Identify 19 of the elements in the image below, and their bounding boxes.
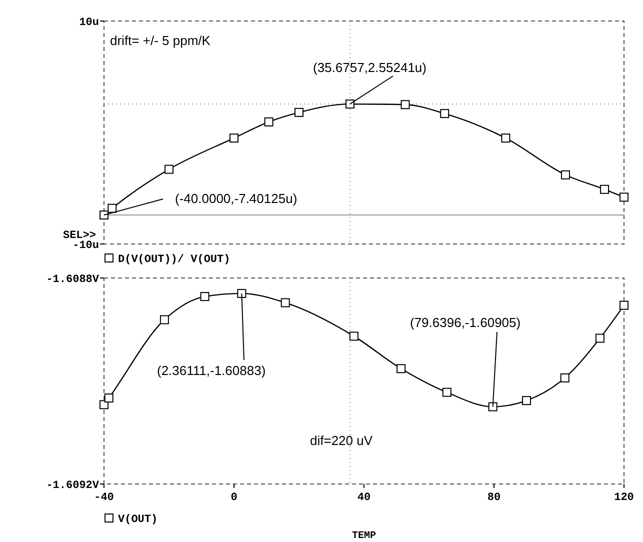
x-tick-label: 0: [230, 492, 238, 504]
annotation: (35.6757,2.55241u): [313, 60, 426, 75]
annotation: (79.6396,-1.60905): [410, 315, 521, 330]
x-axis-title: TEMP: [352, 531, 376, 542]
x-tick-label: 120: [614, 492, 634, 504]
annotation: dif=220 uV: [310, 433, 373, 448]
x-tick-label: 80: [487, 492, 501, 504]
y-tick-label: -10u: [72, 240, 99, 252]
x-tick-label: 40: [357, 492, 371, 504]
y-tick-label: -1.6092V: [46, 480, 100, 492]
annotation: drift= +/- 5 ppm/K: [110, 33, 211, 48]
legend-label: D(V(OUT))/ V(OUT): [118, 254, 230, 266]
text: SEL>>: [62, 230, 96, 242]
annotation: (-40.0000,-7.40125u): [175, 191, 298, 206]
legend-label: V(OUT): [118, 514, 158, 526]
x-tick-label: -40: [94, 492, 114, 504]
y-tick-label: -1.6088V: [46, 274, 100, 286]
y-tick-label: 10u: [79, 16, 99, 29]
annotation: (2.36111,-1.60883): [157, 363, 266, 378]
